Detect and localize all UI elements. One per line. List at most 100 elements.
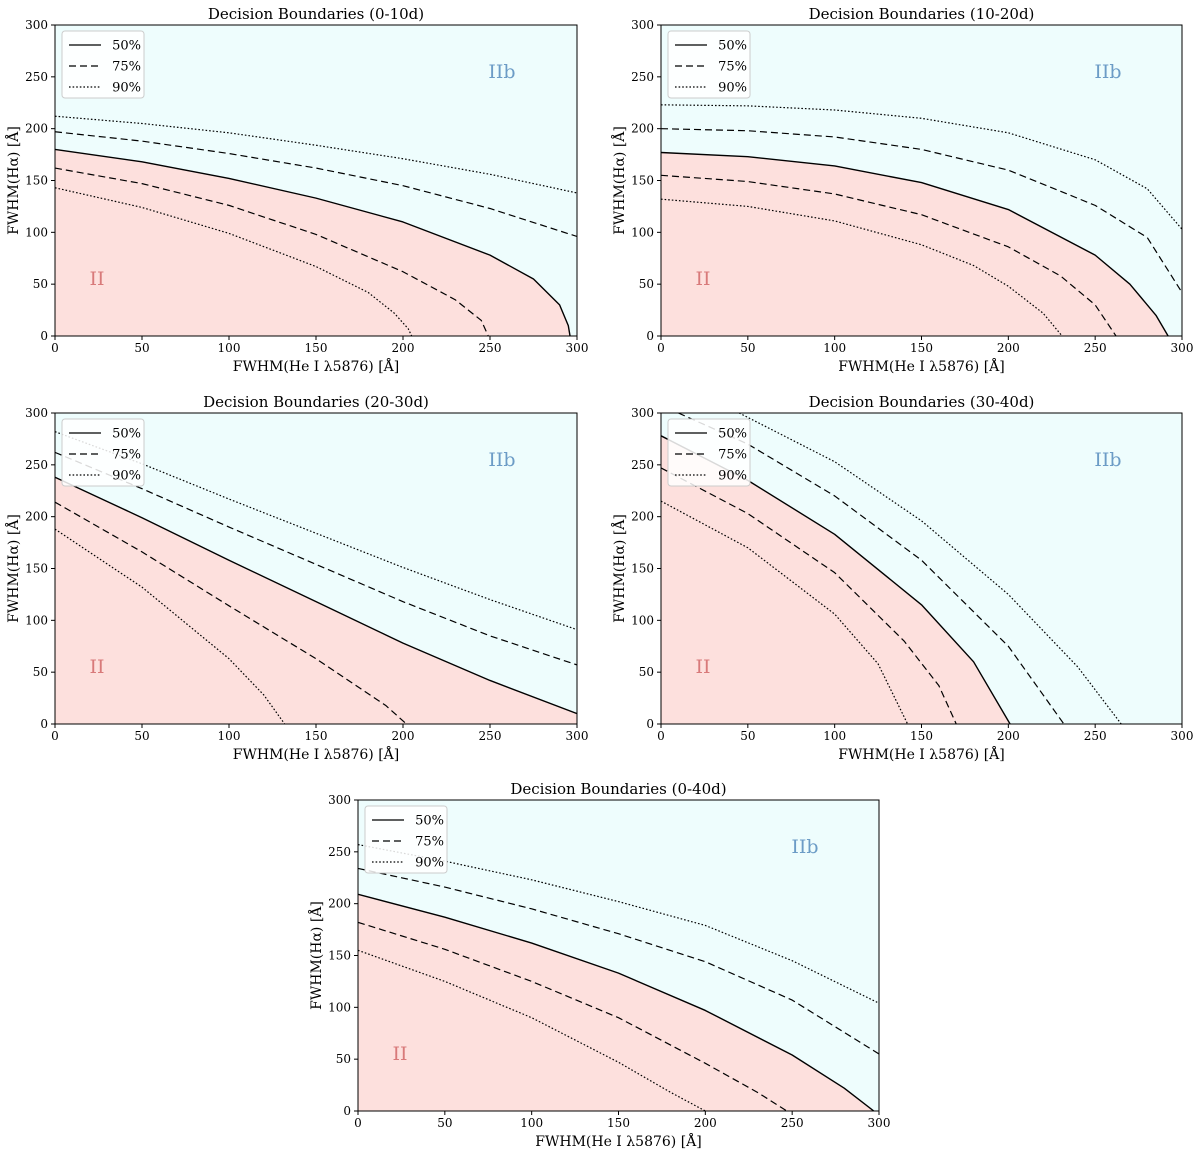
y-tick-label: 150 <box>328 949 351 963</box>
legend-label: 75% <box>415 835 444 850</box>
legend-label: 50% <box>718 39 747 54</box>
chart-title: Decision Boundaries (30-40d) <box>809 393 1035 411</box>
x-tick-label: 300 <box>566 341 589 355</box>
legend-label: 50% <box>112 39 141 54</box>
boundary-line-solid-1 <box>55 148 571 336</box>
x-tick-label: 300 <box>1171 341 1194 355</box>
x-tick-label: 50 <box>134 341 149 355</box>
boundary-line-dotted-3 <box>358 949 706 1111</box>
x-tick-label: 50 <box>740 341 755 355</box>
y-tick-label: 0 <box>40 329 48 343</box>
x-tick-label: 150 <box>305 729 328 743</box>
legend-box <box>667 30 751 99</box>
region-ii <box>358 894 874 1111</box>
x-axis-label: FWHM(He I λ5876) [Å] <box>233 745 399 763</box>
x-tick-label: 50 <box>134 729 149 743</box>
legend: 50% 75% 90% <box>61 30 145 99</box>
x-tick-label: 250 <box>479 341 502 355</box>
y-tick-label: 150 <box>25 562 48 576</box>
legend-label: 50% <box>718 427 747 442</box>
x-tick-label: 100 <box>823 341 846 355</box>
y-tick-label: 100 <box>25 613 48 627</box>
y-tick-label: 250 <box>25 70 48 84</box>
y-tick-label: 50 <box>33 665 48 679</box>
chart-panel-2: 0 50 100 150 200 250 300 0 50 100 150 200 250 300 Deci… <box>610 5 1193 375</box>
x-tick-label: 200 <box>392 341 415 355</box>
y-tick-label: 250 <box>631 458 654 472</box>
boundary-line-dashed-4 <box>55 131 577 238</box>
y-tick-label: 50 <box>336 1052 351 1066</box>
region-ii <box>661 152 1169 336</box>
chart-title: Decision Boundaries (0-10d) <box>208 5 424 23</box>
y-tick-label: 150 <box>631 562 654 576</box>
y-tick-label: 200 <box>631 510 654 524</box>
x-tick-label: 150 <box>910 729 933 743</box>
region-label-ii: II <box>392 1043 407 1065</box>
x-tick-label: 300 <box>566 729 589 743</box>
x-tick-label: 200 <box>392 729 415 743</box>
y-tick-label: 50 <box>639 277 654 291</box>
chart-panel-5: 0 50 100 150 200 250 300 0 50 100 150 200 250 300 Deci… <box>307 780 890 1150</box>
chart-panel-1: 0 50 100 150 200 250 300 0 50 100 150 200 250 300 Deci… <box>4 5 588 375</box>
boundary-line-dotted-3 <box>661 198 1063 336</box>
y-tick-label: 200 <box>25 510 48 524</box>
chart-title: Decision Boundaries (0-40d) <box>510 780 726 798</box>
y-tick-label: 200 <box>25 122 48 136</box>
region-label-ii: II <box>89 268 104 290</box>
y-tick-label: 50 <box>33 277 48 291</box>
legend: 50% 75% 90% <box>667 418 751 487</box>
y-tick-label: 300 <box>631 18 654 32</box>
boundary-line-dashed-2 <box>55 501 407 724</box>
y-tick-label: 100 <box>328 1000 351 1014</box>
x-tick-label: 0 <box>657 729 665 743</box>
legend-box <box>667 418 751 487</box>
legend-label: 90% <box>718 469 747 484</box>
y-tick-label: 100 <box>25 225 48 239</box>
y-tick-label: 200 <box>328 897 351 911</box>
boundary-line-dotted-3 <box>55 187 413 336</box>
y-tick-label: 300 <box>25 406 48 420</box>
y-tick-label: 150 <box>631 174 654 188</box>
boundary-line-dashed-4 <box>678 413 1065 724</box>
y-axis-label: FWHM(Hα) [Å] <box>307 901 325 1010</box>
legend-label: 50% <box>112 427 141 442</box>
legend-box <box>61 418 145 487</box>
y-tick-label: 0 <box>646 717 654 731</box>
x-tick-label: 200 <box>997 341 1020 355</box>
legend-label: 50% <box>415 814 444 829</box>
legend-box <box>364 805 448 874</box>
y-tick-label: 250 <box>25 458 48 472</box>
boundary-line-solid-1 <box>55 476 577 715</box>
region-label-ii: II <box>695 268 710 290</box>
x-tick-label: 200 <box>997 729 1020 743</box>
x-tick-label: 250 <box>781 1116 804 1130</box>
chart-panel-4: 0 50 100 150 200 250 300 0 50 100 150 200 250 300 Deci… <box>610 393 1193 763</box>
x-tick-label: 0 <box>354 1116 362 1130</box>
y-tick-label: 0 <box>343 1104 351 1118</box>
boundary-line-dotted-5 <box>661 104 1182 230</box>
boundary-line-dashed-4 <box>55 451 577 666</box>
boundary-line-dashed-4 <box>661 128 1182 293</box>
legend: 50% 75% 90% <box>667 30 751 99</box>
x-tick-label: 100 <box>218 341 241 355</box>
boundary-line-dashed-2 <box>358 921 788 1111</box>
y-tick-label: 300 <box>25 18 48 32</box>
x-tick-label: 150 <box>910 341 933 355</box>
legend-label: 90% <box>112 81 141 96</box>
region-label-ii: II <box>89 656 104 678</box>
boundary-line-dotted-5 <box>358 843 879 1004</box>
legend-box <box>61 30 145 99</box>
region-label-ii: II <box>695 656 710 678</box>
y-tick-label: 0 <box>646 329 654 343</box>
y-tick-label: 100 <box>631 613 654 627</box>
chart-title: Decision Boundaries (10-20d) <box>809 5 1035 23</box>
chart-title: Decision Boundaries (20-30d) <box>203 393 429 411</box>
x-tick-label: 250 <box>1084 729 1107 743</box>
boundary-line-dotted-3 <box>661 500 909 724</box>
x-axis-label: FWHM(He I λ5876) [Å] <box>535 1132 701 1150</box>
boundary-line-dashed-4 <box>358 867 879 1055</box>
x-tick-label: 100 <box>520 1116 543 1130</box>
y-axis-label: FWHM(Hα) [Å] <box>610 126 628 235</box>
x-tick-label: 0 <box>51 729 59 743</box>
